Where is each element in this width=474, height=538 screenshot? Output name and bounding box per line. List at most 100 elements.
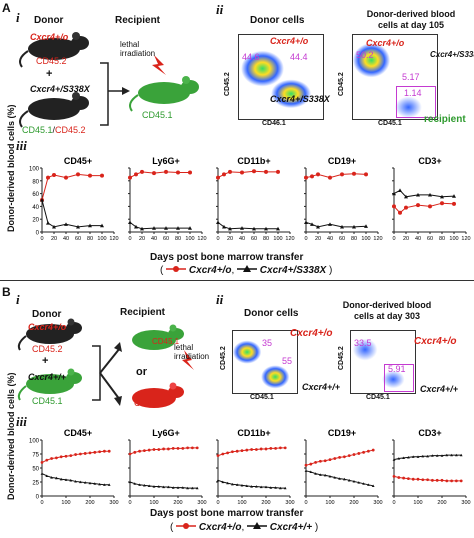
a-chart-4: CD3+ 0 20 40 60 80 100 120	[392, 156, 471, 242]
a-donor2-genotype: Cxcr4+/S338X	[30, 84, 90, 94]
a-x-tick-label: 40	[239, 236, 245, 242]
b-point-black	[88, 481, 92, 485]
a-x-tick-label: 80	[351, 236, 357, 242]
a-point-black	[128, 220, 132, 224]
b-xlabel: Days post bone marrow transfer	[150, 508, 304, 519]
a-facs1-gate-a: 44.6	[242, 52, 260, 62]
b-recipient-title: Recipient	[120, 307, 166, 318]
a-legend-red-mark	[166, 266, 187, 272]
b-point-red	[157, 448, 161, 451]
a-x-tick-label: 80	[263, 236, 269, 242]
b-point-black	[181, 486, 185, 489]
a-x-tick-label: 0	[40, 236, 43, 242]
a-x-tick-label: 60	[427, 236, 433, 242]
a-arrow-head	[122, 87, 130, 95]
b-point-red	[323, 459, 327, 463]
a-point-red	[264, 169, 268, 174]
b-facs2-title: Donor-derived blood cells at day 303	[332, 300, 442, 322]
panel-b-letter: B	[2, 285, 11, 299]
b-legend-sep: ,	[241, 522, 245, 533]
b-facs2-title-2: cells at day 303	[353, 311, 421, 321]
a-point-red	[222, 172, 226, 177]
b-plus: +	[42, 355, 49, 367]
b-point-black	[333, 476, 337, 479]
a-point-red	[316, 172, 320, 177]
b-point-black	[367, 483, 370, 486]
a-point-red	[176, 170, 180, 175]
a-x-tick-label: 120	[109, 236, 118, 242]
a-series-line-0	[393, 202, 455, 214]
b-point-red	[416, 477, 420, 481]
a-mouse-diagram	[19, 32, 199, 128]
a-point-red	[364, 172, 368, 177]
a-x-tick-label: 40	[63, 236, 69, 242]
a-x-tick-label: 100	[361, 236, 370, 242]
a-series-line-1	[41, 199, 102, 228]
b-facs2-plot	[350, 330, 416, 394]
b-legend-red-mark	[176, 523, 197, 529]
a-point-red	[46, 175, 50, 180]
a-point-red	[404, 205, 408, 210]
b-point-red	[371, 448, 375, 452]
a-point-black	[398, 188, 402, 192]
a-point-black	[40, 198, 44, 202]
a-point-black	[100, 223, 104, 228]
b-point-red	[314, 461, 317, 464]
a-point-red	[416, 203, 420, 208]
a-point-black	[328, 222, 332, 226]
b-ylabel: Donor-derived blood cells (%)	[6, 372, 16, 500]
b-point-red	[226, 451, 230, 455]
b-point-red	[431, 478, 434, 482]
b-chart-title: CD19+	[328, 428, 356, 438]
b-x-tick-label: 0	[216, 500, 219, 506]
a-point-black	[440, 194, 444, 199]
a-x-tick-label: 80	[175, 236, 181, 242]
b-point-black	[69, 478, 73, 482]
a-donor2-marker-b: CD45.2	[55, 125, 86, 135]
b-ylabel-1: Donor-derived	[6, 438, 16, 500]
b-donor2-mouse	[17, 368, 82, 401]
a-x-tick-label: 20	[315, 236, 321, 242]
b-point-black	[216, 478, 220, 482]
a-facs2-gate-a: 50.2	[356, 50, 374, 60]
a-chart-title: CD11b+	[237, 156, 270, 166]
b-point-red	[221, 452, 225, 456]
a-x-tick-label: 20	[139, 236, 145, 242]
b-point-black	[93, 482, 97, 485]
b-point-black	[147, 484, 151, 488]
b-point-red	[235, 449, 239, 453]
a-point-red	[252, 169, 256, 174]
b-x-tick-label: 100	[413, 500, 422, 506]
b-point-red	[69, 454, 73, 458]
b-point-black	[74, 480, 77, 483]
b-point-black	[371, 484, 375, 488]
b-point-black	[319, 473, 322, 476]
b-point-black	[250, 485, 253, 488]
b-point-black	[226, 481, 229, 485]
b-point-red	[83, 452, 87, 455]
a-x-tick-label: 80	[87, 236, 93, 242]
b-point-red	[45, 458, 49, 462]
b-point-black	[328, 475, 332, 478]
a-y-tick-label: 0	[36, 231, 40, 237]
a-point-black	[416, 192, 420, 197]
b-point-red	[319, 459, 322, 463]
a-facs2-title: Donor-derived blood cells at day 105	[356, 9, 466, 31]
a-point-red	[216, 175, 220, 180]
a-facs2-gate-b: 5.17	[402, 72, 420, 82]
a-facs2-title-1: Donor-derived blood	[366, 9, 456, 19]
a-ylabel-1: Donor-derived	[6, 170, 16, 232]
a-x-tick-label: 20	[227, 236, 233, 242]
b-recipient1-mouse	[132, 324, 184, 350]
a-facs2-ylabel: CD45.2	[338, 72, 345, 96]
a-point-black	[222, 224, 226, 229]
b-point-red	[245, 448, 249, 452]
b-point-black	[138, 483, 141, 486]
a-ylabel: Donor-derived blood cells (%)	[6, 104, 16, 232]
b-point-red	[426, 478, 429, 482]
a-x-tick-label: 100	[449, 236, 458, 242]
b-rec2-marker: CD45.2	[134, 398, 165, 408]
b-or: or	[136, 366, 147, 378]
b-arrow-down	[99, 372, 121, 401]
